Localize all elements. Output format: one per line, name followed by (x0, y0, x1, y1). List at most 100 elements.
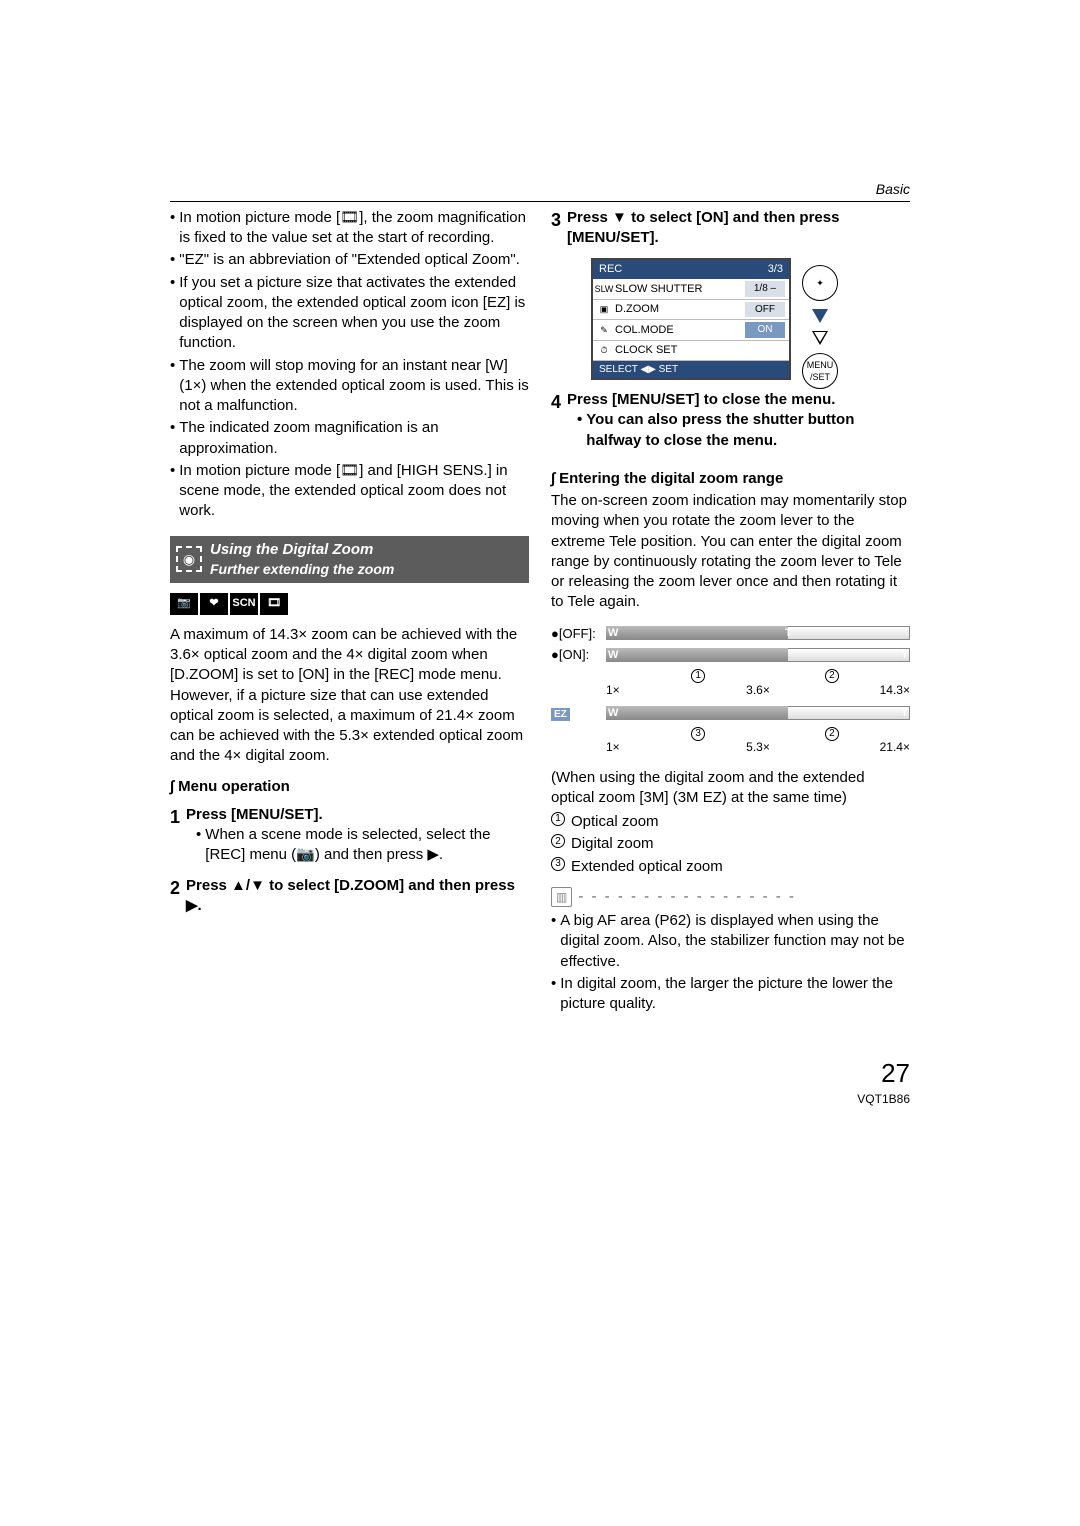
zoom-bar-off: W T (606, 626, 910, 640)
legend-row: 3Extended optical zoom (551, 857, 910, 877)
zoom-row-off: ●[OFF]: W T (551, 625, 910, 643)
legend-text: Optical zoom (571, 812, 659, 832)
bullet-item: You can also press the shutter button ha… (567, 410, 910, 451)
bullet-text: In motion picture mode [🎞] and [HIGH SEN… (179, 461, 529, 522)
circ-1-icon: 1 (691, 669, 705, 683)
on-label: ●[ON]: (551, 646, 606, 664)
step-title: Press [MENU/SET] to close the menu. (567, 391, 835, 408)
legend-row: 1Optical zoom (551, 812, 910, 832)
bullet-text: If you set a picture size that activates… (179, 273, 529, 354)
step-title: Press [MENU/SET]. (186, 806, 323, 823)
step-body: Press [MENU/SET]. When a scene mode is s… (186, 805, 529, 868)
arrow-down-icon (812, 309, 828, 323)
menu-row-selected: ✎ COL.MODE ON (593, 320, 789, 341)
step-number: 4 (551, 390, 561, 453)
mode-icon-camera: 📷 (170, 593, 198, 615)
entering-heading: Entering the digital zoom range (551, 469, 910, 489)
end-notes: A big AF area (P62) is displayed when us… (551, 911, 910, 1014)
left-column: In motion picture mode [🎞], the zoom mag… (170, 208, 529, 1016)
zoom-scale-2: 1× 5.3× 21.4× (606, 739, 910, 755)
camera-icon: ◉ (176, 546, 202, 572)
bullet-item: In digital zoom, the larger the picture … (551, 974, 910, 1015)
zoom-annot-row-1: 1 2 (606, 668, 910, 682)
entering-paragraph: The on-screen zoom indication may moment… (551, 491, 910, 613)
menu-side-controls: ✦ MENU /SET (796, 265, 844, 389)
bullet-item: "EZ" is an abbreviation of "Extended opt… (170, 250, 529, 270)
step-title: Press ▼ to select [ON] and then press [M… (567, 209, 839, 246)
bullet-text: A big AF area (P62) is displayed when us… (560, 911, 910, 972)
mode-icon-scn: SCN (230, 593, 258, 615)
bullet-text: The zoom will stop moving for an instant… (179, 356, 529, 417)
zoom-bar-on: W T (606, 648, 910, 662)
menu-operation-heading: Menu operation (170, 777, 529, 797)
bullet-item: If you set a picture size that activates… (170, 273, 529, 354)
step-body: Press ▼ to select [ON] and then press [M… (567, 208, 910, 249)
ez-label: EZ (551, 704, 606, 722)
legend-text: Digital zoom (571, 834, 654, 854)
step-2: 2 Press ▲/▼ to select [D.ZOOM] and then … (170, 876, 529, 917)
step-body: Press [MENU/SET] to close the menu. You … (567, 390, 910, 453)
menu-row-label: SLOW SHUTTER (615, 282, 745, 297)
legend-text: Extended optical zoom (571, 857, 723, 877)
bullet-text: When a scene mode is selected, select th… (205, 825, 529, 866)
scale-val: 1× (606, 739, 707, 755)
dzoom-icon: ▣ (597, 303, 611, 315)
bullet-text: You can also press the shutter button ha… (586, 410, 910, 451)
menu-row-label: COL.MODE (615, 323, 745, 338)
scale-val: 1× (606, 682, 707, 698)
section-titles: Using the Digital Zoom Further extending… (210, 540, 394, 579)
digital-zoom-paragraph: A maximum of 14.3× zoom can be achieved … (170, 625, 529, 767)
section-title-main: Using the Digital Zoom (210, 540, 394, 560)
page-header: Basic (170, 180, 910, 202)
step-title: Press ▲/▼ to select [D.ZOOM] and then pr… (186, 877, 515, 914)
page-footer: 27 VQT1B86 (170, 1056, 910, 1107)
arrow-down-outline-icon (812, 331, 828, 345)
circ-2-icon: 2 (551, 834, 565, 848)
menu-row: ▣ D.ZOOM OFF (593, 300, 789, 321)
bullet-item: When a scene mode is selected, select th… (186, 825, 529, 866)
step-3: 3 Press ▼ to select [ON] and then press … (551, 208, 910, 249)
page-number: 27 (170, 1056, 910, 1091)
zoom-row-ez: EZ W T (551, 704, 910, 722)
scale-val: 14.3× (809, 682, 910, 698)
bullet-item: In motion picture mode [🎞], the zoom mag… (170, 208, 529, 249)
zoom-row-on: ●[ON]: W T (551, 646, 910, 664)
step-number: 3 (551, 208, 561, 249)
menu-row-value: OFF (745, 302, 785, 318)
circ-3-icon: 3 (691, 727, 705, 741)
menu-footer: SELECT ◀▶ SET (593, 361, 789, 379)
mode-icon-motion: 🎞 (260, 593, 288, 615)
bullet-text: "EZ" is an abbreviation of "Extended opt… (179, 250, 520, 270)
slow-shutter-icon: SLW (597, 283, 611, 295)
note-icon: ▥ (551, 887, 572, 907)
bullet-item: The zoom will stop moving for an instant… (170, 356, 529, 417)
clock-icon: ⏱ (597, 344, 611, 356)
content-columns: In motion picture mode [🎞], the zoom mag… (170, 208, 910, 1016)
doc-code: VQT1B86 (170, 1091, 910, 1107)
menu-row-value: ON (745, 322, 785, 338)
bullet-item: The indicated zoom magnification is an a… (170, 418, 529, 459)
menu-page: 3/3 (768, 262, 783, 277)
dpad-icon: ✦ (802, 265, 838, 301)
bullet-text: In digital zoom, the larger the picture … (560, 974, 910, 1015)
scale-val: 3.6× (707, 682, 808, 698)
bullet-text: The indicated zoom magnification is an a… (179, 418, 529, 459)
right-column: 3 Press ▼ to select [ON] and then press … (551, 208, 910, 1016)
scale-val: 5.3× (707, 739, 808, 755)
menu-row: ⏱ CLOCK SET (593, 341, 789, 361)
menu-row-value: 1/8 – (745, 281, 785, 297)
step-number: 2 (170, 876, 180, 917)
menu-screenshot: REC 3/3 SLW SLOW SHUTTER 1/8 – ▣ D.ZOOM … (591, 258, 791, 380)
circ-2-icon: 2 (825, 727, 839, 741)
step-1: 1 Press [MENU/SET]. When a scene mode is… (170, 805, 529, 868)
colmode-icon: ✎ (597, 324, 611, 336)
paren-note: (When using the digital zoom and the ext… (551, 768, 910, 809)
section-title-sub: Further extending the zoom (210, 560, 394, 579)
mode-icon-heart: ❤ (200, 593, 228, 615)
bullet-item: A big AF area (P62) is displayed when us… (551, 911, 910, 972)
menu-row: SLW SLOW SHUTTER 1/8 – (593, 279, 789, 300)
menu-titlebar: REC 3/3 (593, 260, 789, 279)
menu-illustration-wrap: REC 3/3 SLW SLOW SHUTTER 1/8 – ▣ D.ZOOM … (551, 258, 910, 380)
step-number: 1 (170, 805, 180, 868)
zoom-diagram: ●[OFF]: W T ●[ON]: W T 1 2 (551, 625, 910, 756)
